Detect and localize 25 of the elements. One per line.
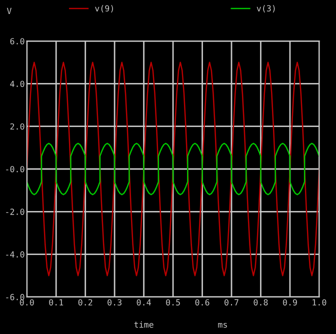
- x-tick-label: 0.1: [49, 299, 64, 306]
- x-tick-label: 0.6: [195, 299, 210, 306]
- y-tick-label: 6.0: [10, 38, 24, 44]
- x-tick-label: 0.4: [136, 299, 151, 306]
- y-tick-label: -2.0: [6, 208, 24, 215]
- x-tick-label: 0.0: [20, 299, 34, 306]
- y-axis-title: V: [6, 8, 12, 14]
- x-tick-label: 0.7: [224, 299, 238, 306]
- y-tick-label: 4.0: [10, 80, 24, 88]
- x-tick-label: 0.2: [78, 299, 92, 306]
- y-tick-label: 2.0: [10, 123, 24, 130]
- y-tick-label: -4.0: [6, 251, 24, 258]
- y-tick-label: -6.0: [6, 294, 24, 300]
- legend-label: v(3): [256, 5, 275, 12]
- line-series: [26, 62, 320, 276]
- x-tick-label: 0.5: [166, 299, 180, 306]
- line-series: [26, 142, 320, 196]
- x-tick-label: 0.9: [282, 299, 297, 306]
- y-tick-label: -0.0: [6, 166, 24, 172]
- legend-label: v(9): [95, 5, 113, 12]
- x-tick-label: 0.8: [254, 299, 268, 306]
- x-tick-label: 1.0: [312, 299, 326, 306]
- x-axis-title: time: [134, 321, 154, 328]
- text: ms: [218, 322, 227, 328]
- x-tick-label: 0.3: [108, 299, 122, 306]
